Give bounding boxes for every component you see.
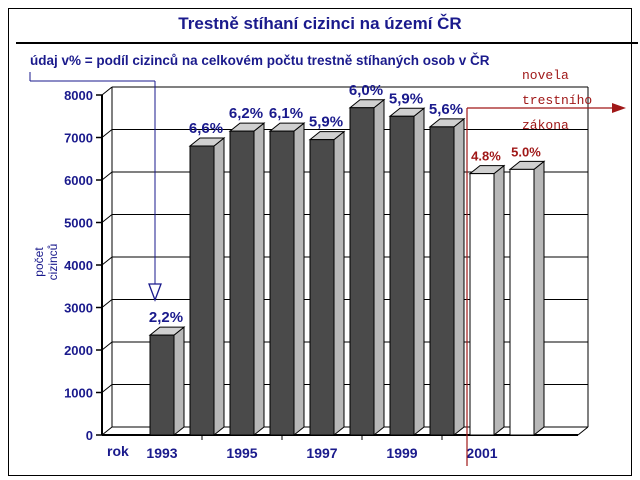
title-divider xyxy=(16,42,638,44)
floor-edge xyxy=(577,426,589,436)
bar-value-label: 6,1% xyxy=(269,105,303,122)
bar xyxy=(429,126,455,436)
y-tick-label: 0 xyxy=(86,428,93,443)
bar-side xyxy=(493,164,505,437)
chart-title: Trestně stíhaní cizinci na území ČR xyxy=(178,14,462,33)
grid-depth-line xyxy=(101,86,113,96)
bar-value-label: 6,2% xyxy=(229,105,263,122)
amendment-note: trestního xyxy=(522,93,592,108)
bar xyxy=(149,334,175,436)
grid-depth-line xyxy=(101,129,113,138)
amendment-note: novela xyxy=(522,68,569,83)
bar xyxy=(469,173,495,436)
y-tick-label: 6000 xyxy=(64,173,93,188)
bar-value-label: 5.0% xyxy=(511,144,541,159)
amendment-note: zákona xyxy=(522,118,569,133)
y-tick-label: 8000 xyxy=(64,88,93,103)
y-tick-label: 5000 xyxy=(64,216,93,231)
grid-depth-line xyxy=(101,256,113,266)
bar-value-label: 5,9% xyxy=(389,90,423,107)
bar-side xyxy=(333,130,345,437)
bar-side xyxy=(173,326,185,437)
chart-subtitle: údaj v% = podíl cizinců na celkovém počt… xyxy=(30,53,490,68)
x-axis-label: rok xyxy=(107,443,129,459)
amendment-arrowhead xyxy=(612,103,626,113)
pointer-arrowhead xyxy=(148,283,162,302)
y-tick-label: 4000 xyxy=(64,258,93,273)
bar xyxy=(389,115,415,436)
x-tick-label: 1997 xyxy=(306,445,337,461)
y-tick-label: 1000 xyxy=(64,386,93,401)
bar-side xyxy=(253,122,265,437)
y-tick-label: 2000 xyxy=(64,343,93,358)
bar-value-label: 4.8% xyxy=(471,149,501,164)
bar-value-label: 6,0% xyxy=(349,82,383,99)
bar-side xyxy=(213,136,225,437)
bar xyxy=(509,168,535,436)
x-tick-label: 1995 xyxy=(226,445,257,461)
grid-depth-line xyxy=(101,299,113,308)
x-tick-label: 2001 xyxy=(466,445,497,461)
bar xyxy=(269,130,295,436)
bar-side xyxy=(413,107,425,437)
grid-depth-line xyxy=(101,214,113,223)
x-tick-label: 1999 xyxy=(386,445,417,461)
bar-side xyxy=(533,160,545,437)
bar-value-label: 6,6% xyxy=(189,120,223,137)
bar xyxy=(309,139,335,436)
bar-side xyxy=(373,98,385,437)
bar-value-label: 5,6% xyxy=(429,101,463,118)
bar-side xyxy=(293,122,305,437)
x-tick-label: 1993 xyxy=(146,445,177,461)
bar-value-label: 5,9% xyxy=(309,114,343,131)
grid-depth-line xyxy=(101,426,113,436)
grid-depth-line xyxy=(101,384,113,393)
bar xyxy=(229,130,255,436)
y-tick-label: 7000 xyxy=(64,131,93,146)
bar xyxy=(189,145,215,436)
bar-value-label: 2,2% xyxy=(149,309,183,326)
grid-depth-line xyxy=(101,171,113,181)
bar-side xyxy=(453,117,465,437)
grid-depth-line xyxy=(101,341,113,351)
bar xyxy=(349,107,375,436)
y-tick-label: 3000 xyxy=(64,301,93,316)
